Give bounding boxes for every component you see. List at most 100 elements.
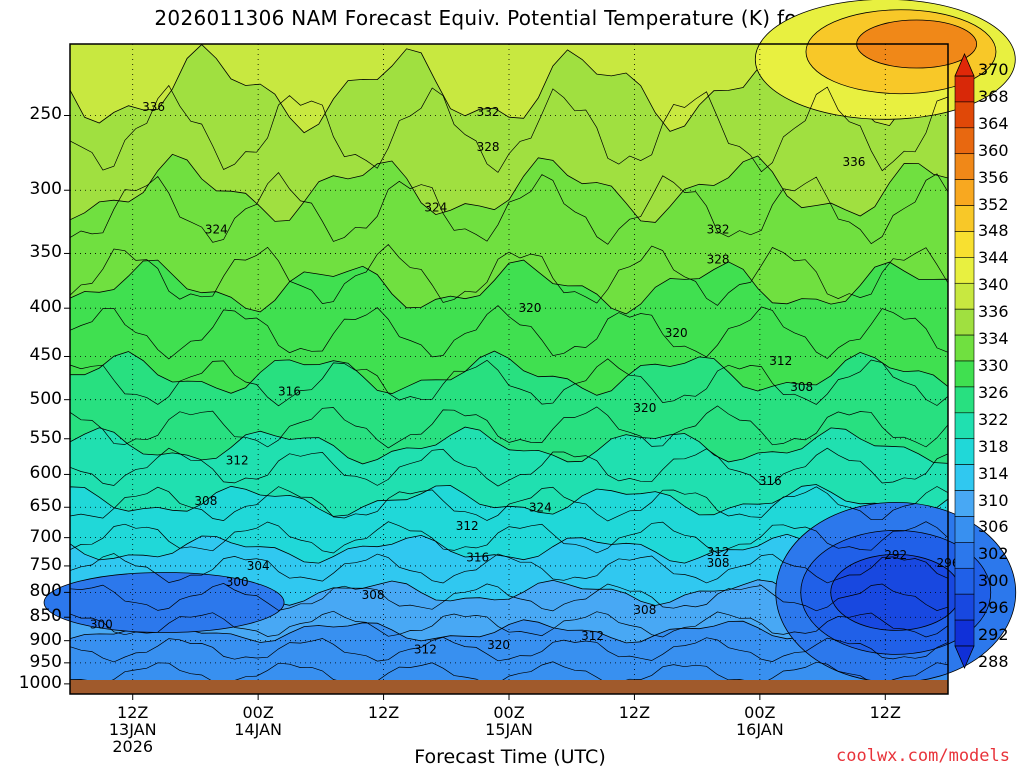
colorbar-segment (954, 593, 975, 621)
x-tick-label-line: 2026 (112, 737, 154, 756)
cold-region (43, 572, 285, 633)
colorbar-label: 340 (978, 275, 1009, 295)
x-tick-label: 12Z (589, 704, 679, 721)
contour-label: 320 (518, 301, 541, 315)
x-tick-label: 12Z (840, 704, 930, 721)
y-tick-label: 650 (29, 496, 62, 517)
credit-text: coolwx.com/models (836, 746, 1010, 766)
colorbar-segment (954, 412, 975, 440)
theta-e-field (43, 0, 1017, 695)
colorbar-segment (954, 257, 975, 284)
contour-label: 312 (707, 545, 730, 559)
contour-label: 308 (194, 494, 217, 508)
colorbar-label: 356 (978, 167, 1009, 187)
colorbar (954, 52, 975, 670)
contour-label: 336 (842, 155, 865, 169)
colorbar-segment (954, 542, 975, 569)
contour-label: 312 (456, 519, 479, 533)
colorbar-segment (954, 360, 975, 388)
colorbar-segment (954, 334, 975, 362)
grid-lines (70, 44, 948, 694)
colorbar-segment (954, 282, 975, 310)
colorbar-label: 302 (978, 544, 1009, 564)
contour-label: 332 (477, 105, 500, 119)
contour-label: 312 (414, 643, 437, 657)
colorbar-segment (954, 231, 975, 258)
y-tick-label: 800 (29, 581, 62, 602)
colorbar-label: 318 (978, 436, 1009, 456)
y-tick-label: 900 (29, 629, 62, 650)
contour-label: 308 (790, 380, 813, 394)
contour-label: 320 (487, 638, 510, 652)
colorbar-label: 330 (978, 356, 1009, 375)
y-tick-label: 700 (29, 526, 62, 547)
colorbar-label: 292 (978, 625, 1009, 645)
x-tick-label-line: 15JAN (485, 720, 533, 739)
x-tick-label-line: 13JAN (108, 720, 157, 739)
contour-label: 328 (477, 140, 500, 154)
y-tick-label: 750 (29, 554, 62, 575)
colorbar-bottom-arrow (954, 645, 975, 670)
x-axis-title: Forecast Time (UTC) (414, 746, 606, 768)
x-tick-label: 00Z 15JAN (464, 704, 554, 738)
y-tick-label: 500 (29, 388, 62, 409)
colorbar-label: 326 (978, 382, 1009, 402)
x-tick-label: 00Z 16JAN (715, 704, 805, 738)
contour-line (69, 172, 949, 245)
y-tick-label: 250 (29, 104, 62, 125)
contour-label: 308 (362, 588, 385, 602)
x-tick-label-line: 14JAN (234, 720, 282, 739)
contour-label: 316 (759, 474, 782, 488)
y-tick-label: 950 (29, 651, 62, 672)
contour-line (69, 305, 949, 360)
colorbar-segment (954, 75, 975, 103)
colorbar-label: 360 (978, 140, 1009, 160)
contour-label: 328 (707, 252, 730, 266)
contour-label: 312 (581, 629, 604, 643)
colorbar-segment (954, 386, 975, 414)
colorbar-label: 364 (978, 113, 1009, 133)
colorbar-segment (954, 205, 975, 232)
contour-line (69, 553, 949, 584)
colorbar-segment (954, 101, 975, 129)
colorbar-segment (954, 308, 975, 336)
y-tick-label: 400 (29, 297, 62, 318)
contour-label: 300 (226, 575, 249, 589)
colorbar-segment (954, 179, 975, 206)
contour-label: 320 (665, 326, 688, 340)
colorbar-label: 352 (978, 194, 1009, 214)
x-tick-label: 12Z 13JAN 2026 (88, 704, 178, 755)
x-tick-label-line: 12Z (117, 703, 149, 722)
contour-labels: 336 3323283243243363323283203203163203123… (90, 100, 960, 656)
contour-line (69, 583, 949, 612)
x-tick-label-line: 00Z (493, 703, 525, 722)
contour-line (69, 358, 949, 407)
contour-line (69, 405, 949, 449)
colorbar-segment (954, 516, 975, 543)
colorbar-label: 296 (978, 598, 1009, 618)
contour-label: 336 (142, 100, 165, 114)
contour-label: 308 (707, 556, 730, 570)
contour-label: 312 (226, 454, 249, 468)
contour-label: 316 (466, 551, 489, 565)
colorbar-segment (954, 438, 975, 465)
contour-label: 332 (707, 222, 730, 236)
colorbar-segment (954, 464, 975, 491)
contour-label: 320 (633, 401, 656, 415)
x-tick-label-line: 12Z (869, 703, 901, 722)
contour-label: 296 (937, 556, 960, 570)
contour-label: 324 (205, 222, 228, 236)
y-tick-label: 600 (29, 463, 62, 484)
contour-label: 308 (633, 603, 656, 617)
contour-line (69, 447, 949, 487)
terrain-ground (70, 680, 948, 694)
axis-ticks (64, 114, 886, 700)
y-tick-label: 350 (29, 242, 62, 263)
colorbar-label: 370 (978, 60, 1009, 79)
contour-label: 304 (247, 559, 270, 573)
x-tick-label-line: 00Z (242, 703, 274, 722)
colorbar-segment (954, 619, 975, 647)
contour-label: 300 (90, 617, 113, 631)
contour-line (69, 84, 949, 173)
